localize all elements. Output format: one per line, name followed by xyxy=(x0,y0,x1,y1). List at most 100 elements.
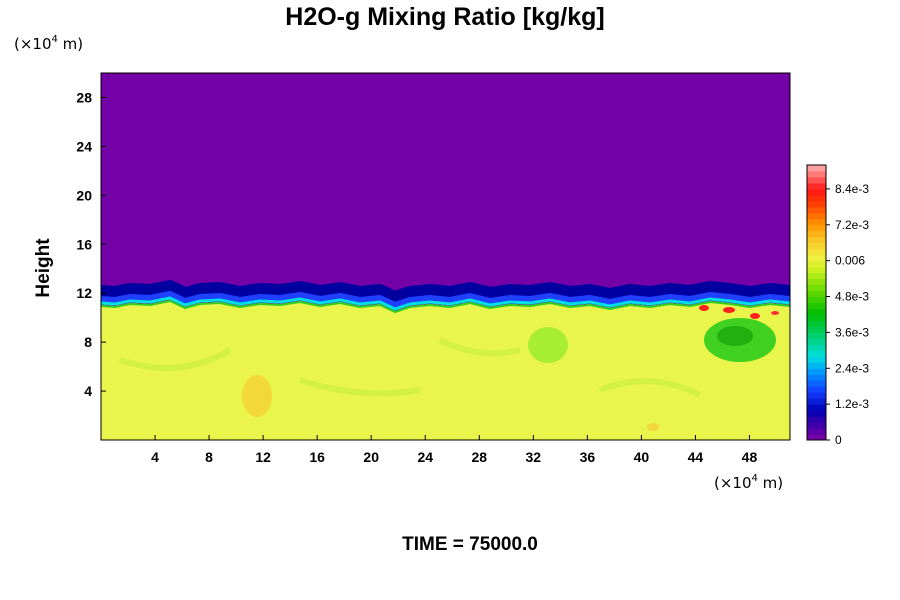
colorbar-swatch xyxy=(807,350,826,357)
x-tick-label: 24 xyxy=(417,449,433,465)
colorbar: 0 1.2e-3 2.4e-3 3.6e-3 4.8e-3 0.006 7.2e-3 8.4e… xyxy=(806,164,869,447)
colorbar-swatch xyxy=(807,218,826,226)
y-axis-ticks: 4 8 12 16 20 24 28 xyxy=(76,89,106,399)
orange-dot xyxy=(647,423,659,431)
colorbar-swatch xyxy=(807,290,826,298)
colorbar-frame xyxy=(806,164,827,441)
colorbar-swatch xyxy=(807,170,826,178)
colorbar-swatch xyxy=(807,182,826,190)
x-axis-unit: (×104 m) xyxy=(714,473,783,492)
y-tick-label: 4 xyxy=(84,383,92,399)
colorbar-swatch xyxy=(807,242,826,250)
colorbar-swatch xyxy=(807,410,826,417)
colorbar-tick-label: 1.2e-3 xyxy=(835,397,869,411)
interface-band-cyan xyxy=(101,296,790,311)
colorbar-swatch xyxy=(807,386,826,393)
x-tick-label: 4 xyxy=(151,449,159,465)
colorbar-swatch xyxy=(807,320,826,327)
colorbar-swatch xyxy=(807,206,826,214)
colorbar-tick-label: 8.4e-3 xyxy=(835,182,869,196)
x-tick-label: 20 xyxy=(363,449,379,465)
colorbar-swatch xyxy=(807,338,826,345)
red-spot-1 xyxy=(699,305,709,311)
colorbar-tick-label: 0.006 xyxy=(835,254,865,268)
colorbar-tick-label: 3.6e-3 xyxy=(835,325,869,339)
colorbar-swatch xyxy=(807,194,826,202)
y-tick-label: 24 xyxy=(76,138,92,154)
colorbar-swatch xyxy=(807,278,826,286)
colorbar-swatch xyxy=(807,392,826,399)
y-tick-label: 12 xyxy=(76,285,92,301)
colorbar-swatch xyxy=(807,362,826,369)
colorbar-swatch xyxy=(807,200,826,208)
colorbar-tick-label: 0 xyxy=(835,433,842,447)
colorbar-swatch xyxy=(807,230,826,238)
colorbar-swatch xyxy=(807,176,826,184)
colorbar-swatch xyxy=(807,404,826,411)
y-tick-label: 20 xyxy=(76,187,92,203)
moist-layer xyxy=(101,300,790,440)
colorbar-swatch xyxy=(807,284,826,292)
colorbar-swatch xyxy=(807,188,826,196)
chart-title: H2O-g Mixing Ratio [kg/kg] xyxy=(285,3,604,31)
green-patch-right-inner xyxy=(717,326,753,346)
colorbar-swatch xyxy=(807,296,826,303)
colorbar-swatches xyxy=(807,165,826,441)
y-tick-label: 16 xyxy=(76,236,92,252)
plot-frame xyxy=(100,72,791,441)
colorbar-swatch xyxy=(807,302,826,309)
colorbar-swatch xyxy=(807,422,826,429)
interface-band-green xyxy=(101,300,790,313)
colorbar-swatch xyxy=(807,374,826,381)
red-spot-4 xyxy=(771,311,779,315)
colorbar-swatch xyxy=(807,428,826,435)
colorbar-swatch xyxy=(807,326,826,333)
colorbar-swatch xyxy=(807,254,826,262)
y-tick-label: 28 xyxy=(76,89,92,105)
colorbar-swatch xyxy=(807,248,826,256)
colorbar-swatch xyxy=(807,356,826,363)
x-tick-label: 40 xyxy=(634,449,650,465)
light-green-streaks xyxy=(119,337,702,398)
colorbar-swatch xyxy=(807,344,826,351)
colorbar-ticks: 0 1.2e-3 2.4e-3 3.6e-3 4.8e-3 0.006 7.2e-3 8.4e… xyxy=(826,182,869,447)
colorbar-swatch xyxy=(807,260,826,268)
colorbar-swatch xyxy=(807,416,826,423)
time-annotation: TIME = 75000.0 xyxy=(402,534,538,555)
interface-band-blue xyxy=(101,291,790,308)
x-tick-label: 28 xyxy=(471,449,487,465)
colorbar-swatch xyxy=(807,224,826,232)
colorbar-swatch xyxy=(807,308,826,315)
y-axis-label: Height xyxy=(33,238,54,298)
colorbar-swatch xyxy=(807,212,826,220)
colorbar-swatch xyxy=(807,434,826,441)
colorbar-tick-label: 4.8e-3 xyxy=(835,290,869,304)
colorbar-swatch xyxy=(807,368,826,375)
interface-band-navy xyxy=(101,280,790,303)
colorbar-swatch xyxy=(807,236,826,244)
red-spot-3 xyxy=(750,313,760,319)
orange-blob xyxy=(242,375,272,417)
x-tick-label: 32 xyxy=(526,449,542,465)
y-axis-unit: (×104 m) xyxy=(14,34,83,53)
x-tick-label: 16 xyxy=(309,449,325,465)
colorbar-swatch xyxy=(807,314,826,321)
colorbar-swatch xyxy=(807,332,826,339)
colorbar-tick-label: 7.2e-3 xyxy=(835,218,869,232)
plot-area xyxy=(101,73,790,440)
colorbar-swatch xyxy=(807,380,826,387)
x-tick-label: 8 xyxy=(205,449,213,465)
red-spot-2 xyxy=(723,307,735,313)
colorbar-tick-label: 2.4e-3 xyxy=(835,361,869,375)
colorbar-swatch xyxy=(807,165,826,172)
y-tick-label: 8 xyxy=(84,334,92,350)
x-axis-ticks: 4 8 12 16 20 24 28 32 36 40 44 48 xyxy=(151,435,757,465)
x-tick-label: 36 xyxy=(580,449,596,465)
x-tick-label: 48 xyxy=(742,449,758,465)
x-tick-label: 12 xyxy=(255,449,271,465)
colorbar-swatch xyxy=(807,272,826,280)
green-patch-mid xyxy=(528,327,568,363)
colorbar-swatch xyxy=(807,266,826,274)
colorbar-swatch xyxy=(807,398,826,405)
